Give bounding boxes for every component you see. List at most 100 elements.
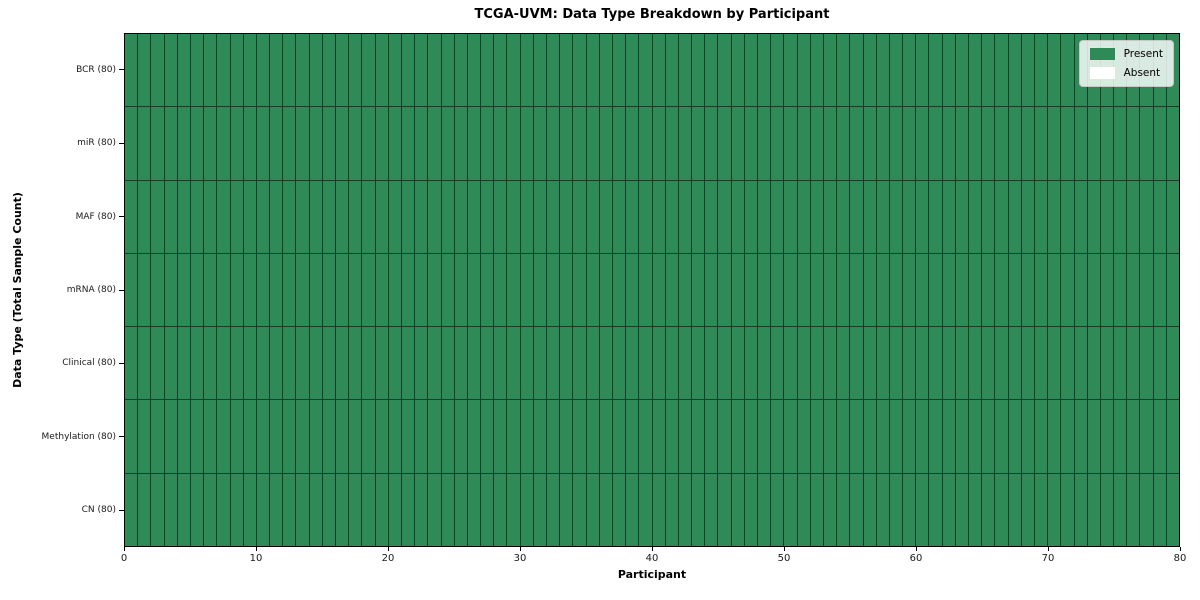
heatmap-cell [230,400,244,473]
heatmap-cell [692,327,706,400]
heatmap-cell [1048,180,1062,253]
heatmap-cell [507,253,521,327]
heatmap-cell [388,34,402,107]
heatmap-cell [586,400,600,473]
heatmap-cell [955,400,969,473]
heatmap-cell [863,400,877,473]
heatmap-cell [599,473,613,546]
x-tick-mark [519,547,521,551]
heatmap-cell [797,473,811,546]
heatmap-cell [138,327,152,400]
heatmap-cell [1114,400,1128,473]
heatmap-cell [217,473,231,546]
heatmap-cell [560,400,574,473]
heatmap-cell [560,473,574,546]
heatmap-cell [507,180,521,253]
heatmap-cell [652,180,666,253]
heatmap-cell [349,180,363,253]
heatmap-cell [573,253,587,327]
heatmap-cell [1127,400,1141,473]
heatmap-cell [705,107,719,180]
heatmap-cell [190,253,205,327]
heatmap-cell [190,327,205,400]
y-tick-label-cn: CN (80) [81,505,116,516]
heatmap-cell [810,253,824,327]
heatmap-cell [177,107,191,180]
heatmap-cell [270,327,284,400]
heatmap-cell [190,400,205,473]
y-tick-label-mrna: mRNA (80) [66,285,116,295]
heatmap-cell [850,34,864,107]
heatmap-cell [942,400,956,473]
heatmap-cell [177,473,191,546]
heatmap-cell [322,473,336,546]
heatmap-cell [560,327,574,400]
heatmap-cell [889,473,904,546]
heatmap-cell [270,107,284,180]
heatmap-cell [533,34,547,107]
heatmap-cell [547,253,561,327]
heatmap-cell [889,253,904,327]
heatmap-cell [560,107,574,180]
heatmap-cell [586,473,600,546]
heatmap-cell [758,107,772,180]
heatmap-cell [1166,180,1179,253]
heatmap-cell [665,473,679,546]
heatmap-cell [204,34,218,107]
heatmap-cell [375,400,389,473]
x-tick-mark [1047,547,1049,551]
heatmap-cell [573,327,587,400]
heatmap-cell [309,253,323,327]
heatmap-cell [415,34,429,107]
heatmap-cell [1140,400,1154,473]
heatmap-cell [639,327,653,400]
heatmap-cell [652,34,666,107]
heatmap-cell [362,327,376,400]
heatmap-cell [349,34,363,107]
heatmap-cell [177,34,191,107]
heatmap-cell [441,107,455,180]
heatmap-cell [586,180,600,253]
heatmap-cell [125,34,139,107]
heatmap-cell [665,327,679,400]
heatmap-cell [230,473,244,546]
heatmap-cell [586,34,600,107]
x-tick-label-40: 40 [645,553,659,564]
heatmap-cell [349,327,363,400]
heatmap-cell [467,180,482,253]
heatmap-cell [454,253,468,327]
heatmap-cell [1153,180,1167,253]
heatmap-cell [230,34,244,107]
heatmap-cell [283,253,297,327]
heatmap-cell [270,400,284,473]
heatmap-cell [1021,400,1035,473]
heatmap-cell [309,180,323,253]
heatmap-cell [1100,107,1115,180]
heatmap-cell [547,400,561,473]
heatmap-cell [388,107,402,180]
heatmap-cell [665,107,679,180]
heatmap-cell [1153,473,1167,546]
heatmap-cell [612,107,627,180]
heatmap-cell [388,400,402,473]
heatmap-cell [771,34,785,107]
legend-label: Present [1123,47,1163,60]
heatmap-cell [1127,180,1141,253]
heatmap-cell [573,107,587,180]
heatmap-cell [1127,327,1141,400]
heatmap-cell [731,107,745,180]
heatmap-cell [467,400,482,473]
heatmap-cell [942,180,956,253]
heatmap-cell [533,400,547,473]
heatmap-cell [652,107,666,180]
y-tick-mark [119,362,124,364]
heatmap-cell [401,327,416,400]
y-tick-mark [119,142,124,144]
heatmap-cell [837,253,851,327]
heatmap-cell [1021,253,1035,327]
legend-label: Absent [1123,66,1161,79]
y-tick-mark [119,69,124,71]
heatmap-cell [612,327,627,400]
heatmap-cell [810,107,824,180]
